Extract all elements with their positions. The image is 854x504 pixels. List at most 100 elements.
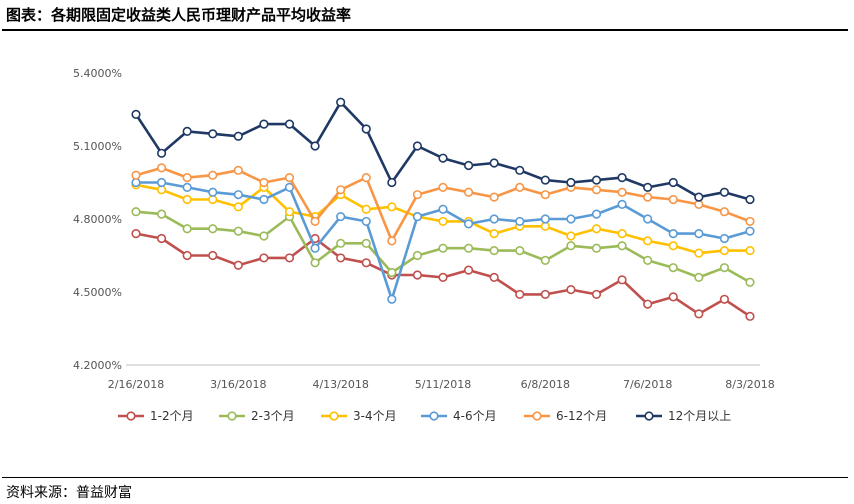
data-point	[412, 250, 423, 261]
data-point	[719, 233, 730, 244]
data-point	[284, 182, 295, 192]
y-tick-label: 5.1000%	[73, 140, 122, 153]
line-chart: 4.2000% 4.5000% 4.8000% 5.1000% 5.4000% 2/16/…	[73, 67, 775, 423]
data-point	[361, 173, 371, 183]
data-point	[540, 214, 550, 224]
legend-item: 12个月以上	[636, 409, 731, 423]
data-point	[412, 141, 423, 151]
data-point	[566, 231, 576, 241]
data-point	[182, 194, 192, 205]
data-point	[668, 292, 678, 302]
data-point	[208, 250, 218, 261]
data-point	[566, 241, 576, 251]
data-point	[412, 211, 423, 222]
data-point	[310, 243, 320, 253]
data-point	[438, 182, 448, 192]
data-point	[719, 263, 730, 273]
data-point	[540, 255, 550, 265]
data-point	[617, 275, 627, 285]
data-point	[387, 267, 397, 278]
data-point	[182, 173, 192, 183]
series-4	[131, 177, 755, 304]
data-point	[591, 185, 602, 195]
data-point	[156, 148, 167, 158]
data-point	[361, 258, 371, 268]
legend-label: 4-6个月	[453, 409, 497, 423]
data-point	[361, 216, 371, 227]
data-point	[719, 246, 730, 256]
series-1	[131, 229, 755, 321]
data-point	[694, 309, 704, 319]
data-point	[617, 173, 627, 183]
data-point	[591, 289, 602, 300]
data-point	[310, 216, 320, 227]
data-point	[463, 187, 474, 197]
data-point	[156, 163, 167, 173]
data-point	[233, 131, 243, 141]
legend-label: 6-12个月	[556, 409, 607, 423]
data-point	[540, 289, 550, 300]
data-point	[643, 255, 653, 265]
x-tick-label: 8/3/2018	[725, 378, 774, 391]
data-point	[643, 192, 653, 202]
data-point	[489, 229, 499, 239]
data-point	[438, 216, 448, 227]
data-point	[463, 265, 474, 275]
legend-marker	[329, 411, 339, 421]
data-point	[438, 153, 448, 163]
data-point	[719, 207, 730, 217]
data-point	[182, 182, 192, 192]
legend-label: 12个月以上	[668, 409, 731, 423]
data-point	[566, 177, 576, 188]
legend-item: 6-12个月	[524, 409, 607, 423]
legend: 1-2个月 2-3个月 3-4个月 4-6个月 6-12个月 12个月以上	[118, 409, 731, 423]
data-point	[361, 124, 371, 134]
data-point	[182, 126, 192, 136]
data-point	[566, 284, 576, 295]
data-point	[131, 229, 141, 239]
legend-item: 3-4个月	[321, 409, 397, 423]
series-6	[131, 97, 755, 205]
data-point	[540, 190, 550, 200]
data-point	[233, 226, 243, 236]
data-point	[463, 160, 474, 171]
data-point	[361, 204, 371, 214]
data-point	[438, 243, 448, 253]
data-point	[156, 177, 167, 188]
legend-marker	[227, 411, 237, 421]
x-tick-label: 5/11/2018	[415, 378, 471, 391]
data-point	[591, 224, 602, 234]
data-point	[208, 170, 218, 180]
data-point	[668, 263, 678, 273]
data-point	[463, 219, 474, 229]
data-point	[438, 204, 448, 214]
data-point	[259, 177, 269, 188]
data-point	[591, 243, 602, 253]
data-point	[668, 177, 678, 188]
data-point	[617, 199, 627, 209]
data-point	[182, 250, 192, 261]
legend-item: 4-6个月	[421, 409, 497, 423]
data-point	[694, 199, 704, 209]
legend-label: 3-4个月	[353, 409, 397, 423]
data-point	[745, 246, 755, 256]
data-point	[387, 236, 397, 246]
data-point	[233, 190, 243, 200]
data-point	[208, 129, 218, 139]
data-point	[694, 229, 704, 239]
title-rule	[2, 29, 848, 31]
data-point	[591, 209, 602, 219]
data-point	[617, 241, 627, 251]
data-point	[745, 277, 755, 287]
data-point	[694, 248, 704, 258]
data-point	[156, 209, 167, 219]
data-point	[745, 194, 755, 205]
data-point	[233, 202, 243, 212]
data-point	[310, 258, 320, 268]
data-point	[668, 241, 678, 251]
data-point	[336, 97, 346, 107]
legend-marker	[126, 411, 136, 421]
data-point	[387, 202, 397, 212]
data-point	[515, 246, 525, 256]
data-point	[438, 272, 448, 282]
